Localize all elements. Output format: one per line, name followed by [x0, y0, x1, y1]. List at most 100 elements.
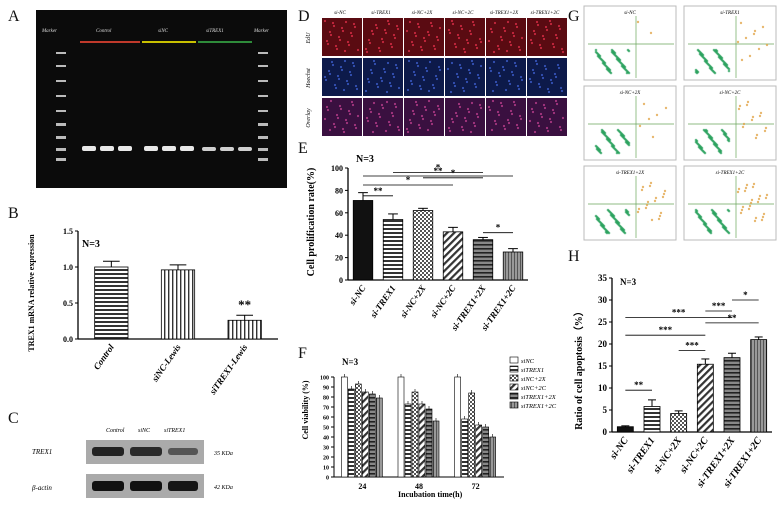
gridD-cell-dot — [501, 65, 505, 69]
chartB-category-label: siNC-Lewis — [149, 342, 183, 384]
gridD-cell-dot — [381, 106, 385, 110]
gridD-cell-dot — [487, 105, 491, 109]
chartF-legend-label: siTREX1 — [521, 367, 544, 374]
gridD-cell-dot — [544, 67, 548, 71]
gridD-cell-dot — [339, 107, 343, 111]
gridD-cell-dot — [372, 59, 376, 63]
gridD-cell-dot — [491, 99, 495, 103]
gridD-cell-dot — [552, 111, 556, 115]
gridD-cell-dot — [558, 27, 562, 31]
gridD-cell-dot — [339, 65, 343, 69]
flow-dot — [710, 208, 714, 212]
chartF-ytick-label: 50 — [323, 426, 329, 432]
gridD-cell-dot — [561, 50, 565, 54]
gridD-cell-dot — [364, 47, 368, 51]
chartH-sig-mark: *** — [712, 301, 726, 311]
gridD-tile — [322, 18, 362, 56]
gridD-cell-dot — [454, 45, 458, 49]
gridD-cell-dot — [469, 130, 473, 134]
gridD-cell-dot — [369, 110, 373, 114]
chartB-bar — [94, 266, 129, 340]
gridD-cell-dot — [545, 28, 549, 32]
chartF-bar — [475, 424, 482, 478]
chartB-significance: ** — [238, 297, 251, 312]
flow-dot-apoptotic — [757, 47, 761, 51]
gridD-cell-dot — [537, 124, 541, 128]
gridD-cell-dot — [545, 126, 549, 130]
gridD-cell-dot — [350, 100, 354, 104]
gridD-col-label: si-TREX1+2X — [490, 11, 519, 16]
flow-dot — [696, 48, 700, 52]
gridD-cell-dot — [537, 82, 541, 86]
flow-dot-apoptotic — [659, 211, 663, 215]
chartH-sig-mark: *** — [685, 341, 699, 351]
flow-dot-apoptotic — [753, 219, 757, 223]
gridD-cell-dot — [341, 127, 345, 131]
gridD-cell-dot — [534, 59, 538, 63]
chartF-legend-swatch — [509, 356, 519, 364]
gridD-cell-dot — [415, 103, 419, 107]
chartE-ytick-label: 80 — [335, 186, 343, 195]
gridD-cell-dot — [519, 117, 523, 121]
gridD-cell-dot — [557, 24, 561, 28]
gridD-cell-dot — [502, 68, 506, 72]
chartE-ytick-label: 0 — [339, 276, 343, 285]
gridD-cell-dot — [379, 76, 383, 80]
flow-dot — [625, 71, 629, 75]
chartE-ytick-label: 40 — [335, 231, 343, 240]
flow-dot-apoptotic — [750, 198, 754, 202]
gridD-cell-dot — [415, 61, 419, 65]
flow-dot — [605, 67, 609, 71]
gridD-cell-dot — [479, 106, 483, 110]
flow-dot-apoptotic — [664, 106, 668, 110]
gridD-cell-dot — [497, 113, 501, 117]
gridD-cell-dot — [514, 64, 518, 68]
gridD-cell-dot — [346, 40, 350, 44]
gridD-cell-dot — [352, 64, 356, 68]
gridD-cell-dot — [388, 123, 392, 127]
gridD-cell-dot — [502, 124, 506, 128]
gel-sample-bands — [82, 146, 252, 151]
chartE-bar — [502, 251, 524, 281]
chartE-category-label: si-NC — [347, 283, 369, 308]
gridD-cell-dot — [370, 29, 374, 33]
gridD-cell-dot — [450, 19, 454, 23]
gridD-cell-dot — [391, 114, 395, 118]
flow-dot-apoptotic — [640, 188, 644, 192]
chartE-ytick-label: 60 — [335, 209, 343, 218]
gridD-cell-dot — [389, 42, 393, 46]
chartF-legend-label: siTREX1+2C — [521, 403, 557, 410]
gridD-cell-dot — [518, 48, 522, 52]
flow-dot-apoptotic — [765, 193, 769, 197]
gridD-cell-dot — [347, 109, 351, 113]
gridD-cell-dot — [376, 85, 380, 89]
flow-dot — [716, 218, 720, 222]
chartF-bar — [362, 391, 369, 478]
gridD-cell-dot — [332, 122, 336, 126]
flow-dot — [624, 210, 628, 214]
chartF-bar — [411, 391, 419, 478]
gridD-cell-dot — [470, 59, 474, 63]
gridD-cell-dot — [462, 89, 466, 93]
chart-e-ylabel: Cell prolification rate(%) — [306, 168, 317, 277]
gridD-cell-dot — [548, 19, 552, 23]
gridD-cell-dot — [432, 86, 436, 90]
gridD-cell-dot — [356, 114, 360, 118]
chartF-legend-label: siNC+2C — [521, 385, 547, 392]
gridD-cell-dot — [336, 74, 340, 78]
gridD-cell-dot — [456, 75, 460, 79]
gridD-cell-dot — [479, 64, 483, 68]
gridD-cell-dot — [478, 37, 482, 41]
gridD-cell-dot — [344, 118, 348, 122]
gridD-cell-dot — [375, 26, 379, 30]
gridD-cell-dot — [354, 126, 358, 130]
gridD-cell-dot — [386, 61, 390, 65]
chartF-bar — [376, 397, 383, 478]
gridD-cell-dot — [396, 27, 400, 31]
chartF-legend-swatch — [509, 383, 519, 391]
chart-e-n-label: N=3 — [356, 154, 374, 165]
gridD-cell-dot — [502, 26, 506, 30]
gridD-cell-dot — [365, 50, 369, 54]
gridD-cell-dot — [356, 48, 360, 52]
gridD-tile — [322, 58, 362, 96]
